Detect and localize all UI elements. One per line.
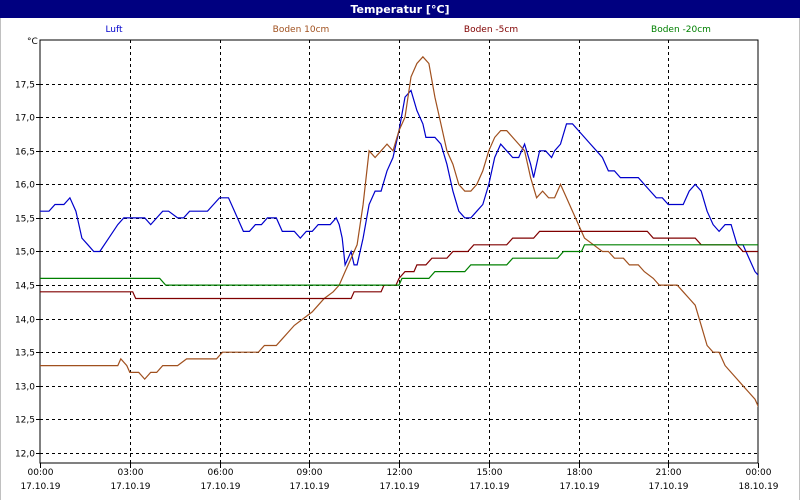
- y-tick-label: 17,0: [15, 114, 35, 124]
- y-tick-label: 16,0: [15, 181, 35, 191]
- series-line-boden-10cm: [40, 55, 758, 408]
- legend-luft: Luft: [105, 25, 123, 35]
- x-tick-label-date: 18.10.19: [738, 482, 778, 492]
- x-tick-label-time: 18:00: [567, 468, 593, 478]
- y-tick-label: 13,5: [15, 349, 35, 359]
- y-tick-label: 12,5: [15, 416, 35, 426]
- x-tick-label-time: 12:00: [387, 468, 413, 478]
- chart-area: °C 12,0 12,5 13,0 13,5 14,0 14,5 15,0 15,5 16,0 16…: [0, 18, 800, 500]
- x-tick-label-time: 06:00: [208, 468, 234, 478]
- x-tick-label-time: 15:00: [477, 468, 503, 478]
- legend-boden-5cm: Boden -5cm: [464, 25, 518, 35]
- y-tick-label: 12,0: [15, 450, 35, 460]
- x-tick-label-date: 17.10.19: [20, 482, 60, 492]
- y-axis-unit: °C: [27, 37, 38, 47]
- x-tick-label-time: 09:00: [297, 468, 323, 478]
- x-tick-label-time: 21:00: [656, 468, 682, 478]
- temperature-chart: °C 12,0 12,5 13,0 13,5 14,0 14,5 15,0 15,5 16,0 16…: [15, 25, 779, 492]
- y-tick-label: 13,0: [15, 383, 35, 393]
- x-tick-label-date: 17.10.19: [289, 482, 329, 492]
- chart-title: Temperatur [°C]: [0, 0, 800, 18]
- y-tick-label: 15,5: [15, 215, 35, 225]
- x-tick-label-date: 17.10.19: [469, 482, 509, 492]
- x-tick-label-date: 17.10.19: [379, 482, 419, 492]
- y-tick-label: 14,5: [15, 282, 35, 292]
- legend-boden-10cm: Boden 10cm: [273, 25, 330, 35]
- series-line-luft: [40, 89, 758, 276]
- x-tick-label-date: 17.10.19: [648, 482, 688, 492]
- y-tick-label: 17,5: [15, 81, 35, 91]
- legend-boden-20cm: Boden -20cm: [651, 25, 711, 35]
- x-tick-label-time: 03:00: [118, 468, 144, 478]
- series-line-boden-20cm: [40, 244, 758, 286]
- y-tick-label: 16,5: [15, 148, 35, 158]
- x-tick-label-date: 17.10.19: [110, 482, 150, 492]
- y-tick-label: 14,0: [15, 316, 35, 326]
- series-line-boden-5cm: [40, 230, 758, 300]
- y-tick-label: 15,0: [15, 248, 35, 258]
- x-tick-label-date: 17.10.19: [200, 482, 240, 492]
- x-tick-label-date: 17.10.19: [559, 482, 599, 492]
- x-tick-label-time: 00:00: [746, 468, 772, 478]
- x-tick-label-time: 00:00: [28, 468, 54, 478]
